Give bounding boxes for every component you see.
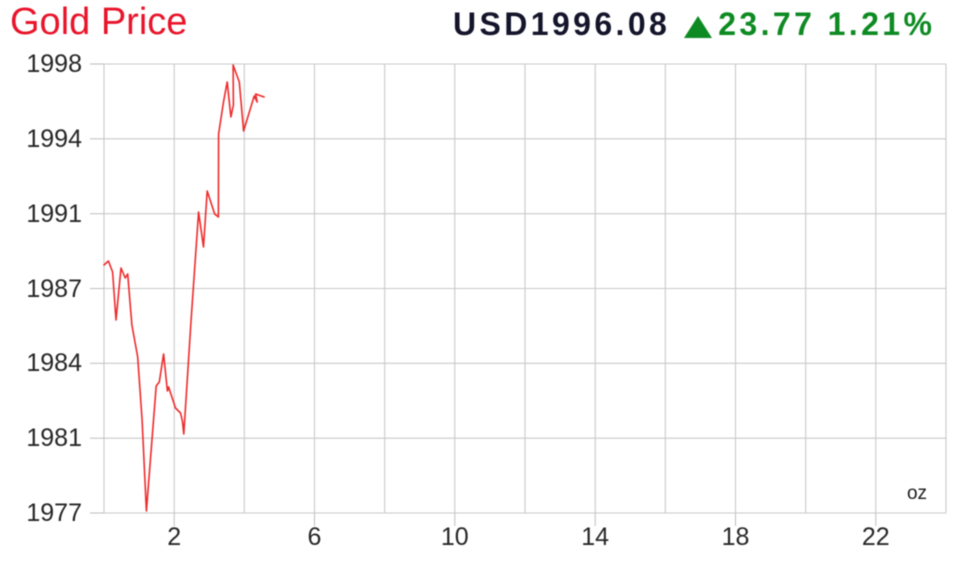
svg-text:22: 22 [862,523,890,551]
svg-text:18: 18 [722,523,750,551]
svg-text:1998: 1998 [26,50,82,78]
svg-text:1981: 1981 [26,424,82,452]
svg-text:oz: oz [907,483,927,504]
svg-text:6: 6 [308,523,322,551]
svg-text:1987: 1987 [26,275,82,303]
svg-text:1977: 1977 [26,499,82,527]
svg-text:1994: 1994 [26,125,82,153]
svg-text:1984: 1984 [26,349,82,377]
svg-text:14: 14 [581,523,609,551]
svg-text:1991: 1991 [26,200,82,228]
svg-text:10: 10 [441,523,469,551]
svg-text:2: 2 [167,523,181,551]
